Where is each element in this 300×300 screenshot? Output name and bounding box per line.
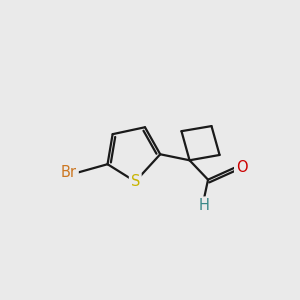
Text: Br: Br (61, 165, 77, 180)
Text: H: H (199, 198, 209, 213)
Text: S: S (130, 174, 140, 189)
Text: O: O (236, 160, 248, 175)
